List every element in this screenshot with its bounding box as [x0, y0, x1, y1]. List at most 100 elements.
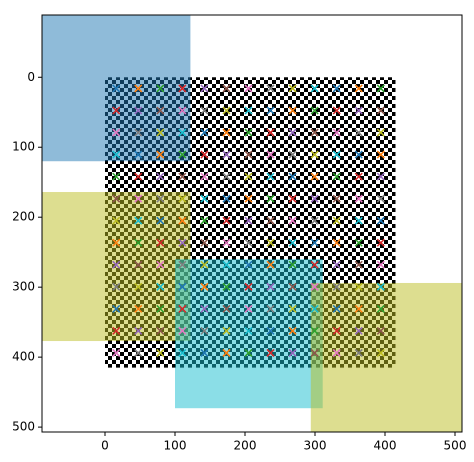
x-marker [332, 348, 341, 357]
x-marker [178, 194, 187, 203]
x-marker [134, 282, 143, 291]
x-marker [112, 216, 121, 225]
x-marker [222, 194, 231, 203]
x-marker [244, 326, 253, 335]
x-marker [178, 150, 187, 159]
x-marker [200, 150, 209, 159]
x-marker [310, 348, 319, 357]
x-marker [178, 238, 187, 247]
x-marker [244, 84, 253, 93]
x-marker [112, 150, 121, 159]
x-marker [156, 282, 165, 291]
x-marker [332, 216, 341, 225]
x-marker [376, 172, 385, 181]
x-marker [134, 326, 143, 335]
x-marker [222, 348, 231, 357]
x-marker [332, 84, 341, 93]
x-marker [178, 348, 187, 357]
x-marker [354, 238, 363, 247]
x-marker [134, 348, 143, 357]
x-marker [134, 238, 143, 247]
x-marker [112, 260, 121, 269]
x-marker [112, 128, 121, 137]
x-marker [200, 304, 209, 313]
x-marker [354, 106, 363, 115]
x-marker [156, 348, 165, 357]
x-tick-label: 200 [234, 439, 257, 453]
x-marker [266, 194, 275, 203]
x-marker [288, 326, 297, 335]
x-marker [200, 260, 209, 269]
x-marker [354, 304, 363, 313]
x-marker [332, 304, 341, 313]
x-marker [332, 128, 341, 137]
x-marker [244, 106, 253, 115]
x-marker [244, 260, 253, 269]
x-marker [134, 172, 143, 181]
x-marker [376, 84, 385, 93]
x-marker [376, 216, 385, 225]
x-marker [376, 282, 385, 291]
x-marker [134, 216, 143, 225]
x-marker [134, 106, 143, 115]
x-marker [354, 260, 363, 269]
x-marker [310, 238, 319, 247]
y-tick-label: 400 [12, 350, 35, 364]
plot-area [42, 15, 462, 432]
x-marker [112, 304, 121, 313]
x-marker [266, 326, 275, 335]
x-marker [244, 150, 253, 159]
x-marker [376, 326, 385, 335]
y-tick-label: 500 [12, 420, 35, 434]
x-marker [112, 106, 121, 115]
x-marker [156, 172, 165, 181]
x-marker [222, 172, 231, 181]
x-marker [332, 238, 341, 247]
x-tick-label: 500 [444, 439, 467, 453]
x-marker [156, 106, 165, 115]
x-marker [266, 106, 275, 115]
x-marker [222, 260, 231, 269]
x-marker [200, 216, 209, 225]
x-marker [156, 150, 165, 159]
x-marker [200, 282, 209, 291]
x-marker [156, 304, 165, 313]
x-marker [288, 128, 297, 137]
x-marker [354, 348, 363, 357]
rectangle [42, 192, 191, 342]
x-marker [244, 172, 253, 181]
x-marker [200, 194, 209, 203]
x-marker [266, 238, 275, 247]
x-tick-label: 0 [101, 439, 109, 453]
x-marker [376, 348, 385, 357]
x-marker [244, 128, 253, 137]
x-marker [222, 216, 231, 225]
x-marker [266, 348, 275, 357]
x-marker [156, 194, 165, 203]
x-marker [354, 194, 363, 203]
x-marker [134, 150, 143, 159]
y-tick-label: 100 [12, 140, 35, 154]
x-marker [222, 106, 231, 115]
x-marker [288, 238, 297, 247]
x-marker [156, 84, 165, 93]
x-marker [288, 348, 297, 357]
x-marker [112, 84, 121, 93]
x-marker [310, 304, 319, 313]
x-marker [310, 172, 319, 181]
x-marker [134, 304, 143, 313]
x-marker [310, 128, 319, 137]
x-tick-label: 100 [164, 439, 187, 453]
x-marker [200, 238, 209, 247]
x-tick-label: 400 [374, 439, 397, 453]
x-marker [222, 282, 231, 291]
x-marker [244, 282, 253, 291]
x-marker [200, 84, 209, 93]
x-marker [266, 282, 275, 291]
x-marker [244, 194, 253, 203]
x-marker [376, 150, 385, 159]
x-marker [112, 238, 121, 247]
x-marker [332, 150, 341, 159]
x-marker [288, 304, 297, 313]
